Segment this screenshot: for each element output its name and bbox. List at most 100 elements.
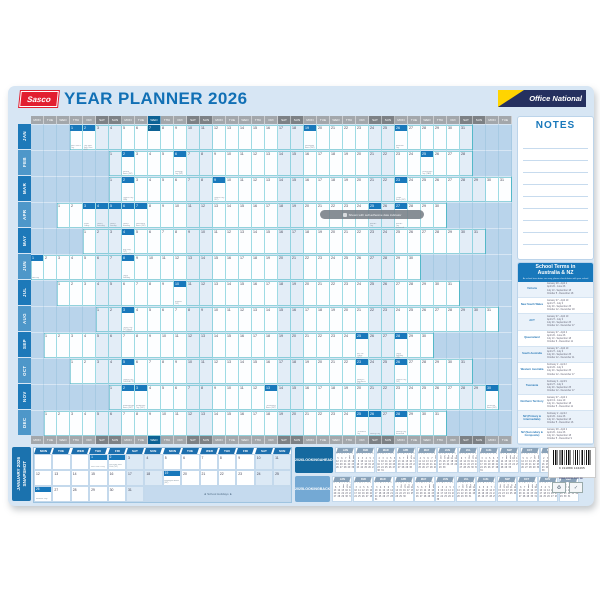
day-cell: 27 [408,124,421,150]
day-number: 28 [395,333,407,339]
day-number: 25 [421,151,433,157]
day-cell [70,384,83,410]
day-cell: 7 [187,176,200,202]
day-cell [44,306,57,332]
day-number: 7 [136,281,138,286]
holiday-name: Day after New Year (NZ) [83,144,93,150]
day-cell: 6 [109,410,122,436]
day-number: 20 [292,411,296,416]
day-number: 27 [395,203,407,209]
day-cell [31,358,44,384]
day-number: 21 [357,307,361,312]
day-header: TUE [135,116,148,124]
mini-weekday-line: M T W T F S S [457,480,474,484]
day-number: 24 [370,125,374,130]
day-number: 18 [146,471,151,476]
day-number: 30 [448,125,452,130]
day-number: 29 [396,255,400,260]
day-cell: 16 [239,332,252,358]
day-cell: 7 [161,228,174,254]
day-number: 23 [356,359,368,365]
day-cell: 22 [382,384,395,410]
term-date-line: January 27 - April 10 [547,348,569,351]
day-number: 3 [127,455,130,460]
day-number: 25 [409,307,413,312]
day-number: 8 [162,359,164,364]
snapshot-day-cell: 5 [162,454,182,470]
mini-week-line: 5 6 7 8 9 10 11 [417,486,435,490]
day-number: 2 [122,151,134,157]
mini-month-header: MAY [418,448,436,453]
holiday-name: Melbourne Cup (VIC) [135,405,146,410]
day-number: 8 [219,455,222,460]
day-cell: 6 [174,176,187,202]
day-number: 13 [266,151,270,156]
snapshot-day-cell: 25 [273,470,292,486]
holiday-cell: 25 AFL GF Friday (VIC) [356,332,369,358]
day-header: THU [70,436,83,444]
day-number: 15 [227,333,231,338]
day-number: 7 [123,333,125,338]
school-term-row: Western Australia February 2 - April 2 Apr… [518,363,593,380]
holiday-cell: 2 Marlborough Anniv (NZ) [122,384,135,410]
day-header: THU [161,116,174,124]
day-header: FRI [265,116,278,124]
day-number: 12 [240,307,244,312]
day-cell: 31 [473,228,486,254]
day-cell: 15 [291,384,304,410]
day-number: 31 [461,359,465,364]
day-number: 13 [54,471,59,476]
holiday-name: WA Day [31,277,39,280]
day-number: 11 [240,151,244,156]
day-number: 10 [149,255,153,260]
day-number: 9 [213,177,225,183]
day-cell: 18 [304,228,317,254]
mini-week-line: 7 8 9 10 11 12 13 [458,486,476,490]
day-header: MON [31,116,44,124]
day-cell: 27 [382,332,395,358]
day-number: 18 [331,385,335,390]
day-cell: 8 [200,176,213,202]
mini-week-line [336,470,354,472]
day-cell: 31 [434,410,447,436]
day-cell: 5 [161,176,174,202]
snapshot-day-header-label: SUN [279,449,286,453]
day-cell: 22 [343,124,356,150]
snapshot-day-cell: 23 [236,470,255,486]
mini-week-line [521,470,539,472]
day-header: THU [252,116,265,124]
holiday-cell: 9 Labour Day (VIC) [213,176,226,202]
day-cell [473,124,486,150]
day-cell: 19 [343,150,356,176]
day-cell: 9 [213,384,226,410]
mini-week-line: 1 2 3 4 5 6 [505,454,519,458]
day-cell: 5 [161,384,174,410]
mini-week-line: 1 2 3 4 5 [342,483,352,487]
day-cell: 4 [148,384,161,410]
day-cell [96,176,109,202]
day-cell: 7 [122,332,135,358]
grid-corner-bottom [18,436,31,444]
school-term-row: New South Wales January 27 - April 10 Apri… [518,298,593,315]
day-number: 17 [266,203,270,208]
school-term-row: South Australia January 27 - April 10 Apri… [518,346,593,363]
day-number: 17 [253,411,257,416]
day-number: 21 [344,229,348,234]
day-number: 2 [58,411,60,416]
mini-week-line: 10 11 12 13 14 15 16 [354,489,373,493]
holiday-name: Wellington Anniv (NZ) [304,145,315,150]
day-number: 4 [96,203,108,209]
day-number: 3 [83,203,95,209]
day-cell: 12 [252,150,265,176]
mini-week-line: 3 4 5 6 7 8 9 [376,486,393,490]
day-number: 22 [331,281,335,286]
day-number: 23 [396,385,400,390]
day-number: 27 [422,229,426,234]
day-number: 28 [395,411,407,417]
snapshot-day-header-label: TUE [187,449,194,453]
day-number: 17 [318,177,322,182]
day-cell: 18 [330,384,343,410]
mini-month-name: JAN [342,448,348,452]
